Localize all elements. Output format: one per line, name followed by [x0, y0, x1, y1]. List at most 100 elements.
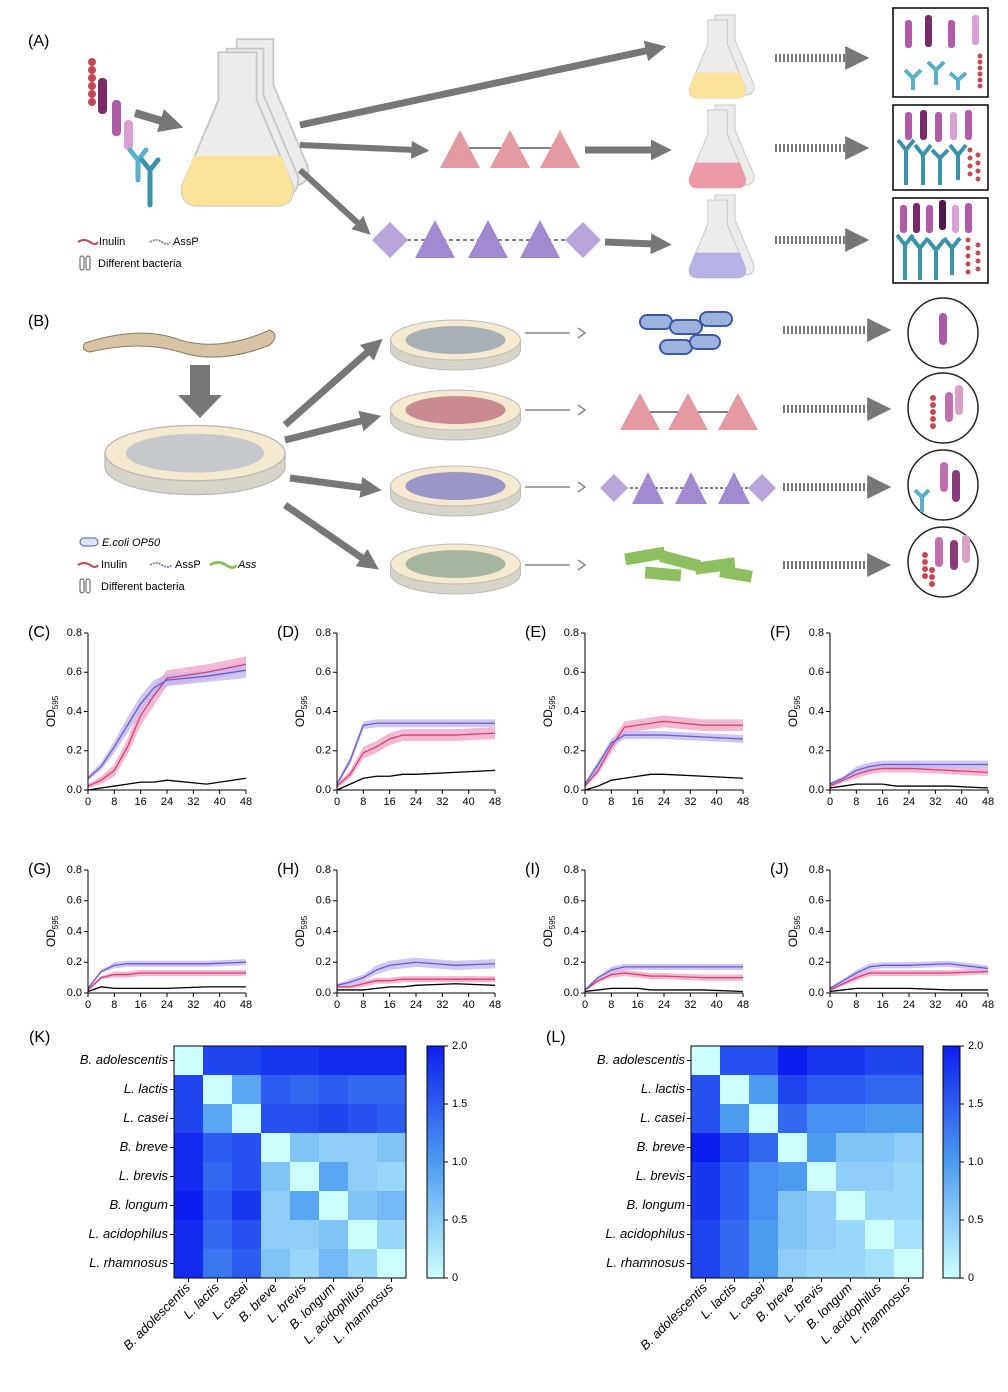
y-tick-label: 0.6: [564, 666, 579, 678]
heat-cell: [348, 1104, 378, 1134]
y-axis-label-main: OD: [786, 929, 800, 947]
box-3: [895, 200, 981, 280]
heat-cell: [894, 1046, 924, 1076]
x-tick-label: 0: [85, 796, 91, 808]
heat-cell: [778, 1104, 808, 1134]
y-category-label: L. acidophilus: [89, 1226, 169, 1241]
panel-label: (G): [28, 861, 51, 878]
heat-cell: [720, 1104, 750, 1134]
heat-cell: [348, 1191, 378, 1221]
panel-b: (B) E.coli OP50 Inulin AssP Ass Differen…: [28, 297, 979, 598]
y-tick-label: 0.2: [67, 745, 82, 757]
heat-cell: [836, 1075, 866, 1105]
liquid: [689, 72, 746, 98]
inulin-chain: [620, 393, 758, 430]
panel-label: (L): [546, 1029, 566, 1046]
panel-label: (H): [277, 861, 299, 878]
heat-cell: [720, 1046, 750, 1076]
error-band: [830, 960, 988, 990]
legend-text: AssP: [173, 236, 199, 248]
heat-cell: [894, 1133, 924, 1163]
heat-cell: [865, 1191, 895, 1221]
x-tick-label: 0: [582, 796, 588, 808]
x-tick-label: 8: [111, 999, 117, 1011]
petri-dish: [389, 465, 522, 517]
line: [87, 777, 247, 791]
heat-cell: [865, 1220, 895, 1250]
heat-cell: [319, 1249, 349, 1279]
heat-cell: [377, 1075, 407, 1105]
x-tick-label: 16: [632, 999, 644, 1011]
error-band: [585, 969, 743, 992]
y-tick-label: 0.6: [316, 666, 331, 678]
x-tick-label: 16: [135, 796, 147, 808]
line: [87, 663, 247, 787]
x-tick-label: 32: [436, 796, 448, 808]
heat-cell: [290, 1104, 320, 1134]
heat-cell: [720, 1249, 750, 1279]
heat-cell: [778, 1075, 808, 1105]
legend-icon: [209, 561, 238, 569]
heat-cell: [261, 1249, 291, 1279]
x-tick-label: 40: [711, 999, 723, 1011]
legend-icon: [85, 255, 91, 271]
y-tick-label: 0.0: [316, 987, 331, 999]
y-tick-label: 0.8: [564, 864, 579, 876]
panel-label: (E): [525, 624, 546, 641]
heat-cell: [232, 1133, 262, 1163]
heat-cell: [232, 1191, 262, 1221]
x-tick-label: 0: [85, 999, 91, 1011]
heat-cell: [348, 1075, 378, 1105]
x-tick-label: 48: [737, 796, 749, 808]
y-tick-label: 0.8: [564, 627, 579, 639]
heat-cell: [691, 1046, 721, 1076]
heat-cell: [319, 1220, 349, 1250]
heat-frame: [173, 1045, 407, 1279]
heat-cell: [203, 1104, 233, 1134]
heat-cell: [894, 1162, 924, 1192]
heat-cell: [319, 1133, 349, 1163]
line: [336, 769, 496, 791]
y-axis-label-sub: 595: [300, 695, 309, 709]
line: [829, 763, 988, 785]
y-tick-label: 0.4: [316, 925, 331, 937]
heat-cell: [865, 1133, 895, 1163]
petri-dish: [389, 319, 522, 371]
arrow: [299, 40, 667, 129]
y-tick-label: 0.6: [809, 666, 824, 678]
x-tick-label: 16: [632, 796, 644, 808]
x-tick-label: 24: [410, 999, 422, 1011]
legend-icon: [79, 537, 99, 547]
heat-cell: [203, 1046, 233, 1076]
heat-cell: [865, 1104, 895, 1134]
heat-cell: [894, 1249, 924, 1279]
line: [337, 978, 495, 988]
y-tick-label: 0.8: [67, 864, 82, 876]
heat-cell: [894, 1075, 924, 1105]
y-tick-label: 0.6: [809, 895, 824, 907]
dotted-arrows: [783, 318, 892, 577]
x-tick-label: 16: [135, 999, 147, 1011]
heat-cell: [865, 1162, 895, 1192]
heat-cell: [749, 1046, 779, 1076]
x-tick-label: 32: [187, 796, 199, 808]
legend-text: Ass: [237, 559, 257, 571]
x-category-label: B. adolescentis: [120, 1280, 193, 1353]
y-tick-label: 0.6: [67, 895, 82, 907]
y-tick-label: 0.8: [316, 864, 331, 876]
y-axis-label-main: OD: [44, 929, 58, 947]
heat-cell: [232, 1162, 262, 1192]
line: [336, 732, 496, 787]
arrow: [178, 365, 222, 418]
x-tick-label: 48: [489, 999, 501, 1011]
result-boxes: [892, 7, 989, 284]
legend-text: E.coli OP50: [102, 537, 161, 549]
x-tick-label: 0: [334, 796, 340, 808]
heat-cell: [749, 1104, 779, 1134]
arrows: [282, 338, 383, 570]
legend-text: Different bacteria: [101, 581, 185, 593]
heat-cell: [319, 1075, 349, 1105]
heat-cell: [261, 1133, 291, 1163]
heat-cell: [778, 1133, 808, 1163]
y-category-label: L. brevis: [636, 1168, 686, 1183]
